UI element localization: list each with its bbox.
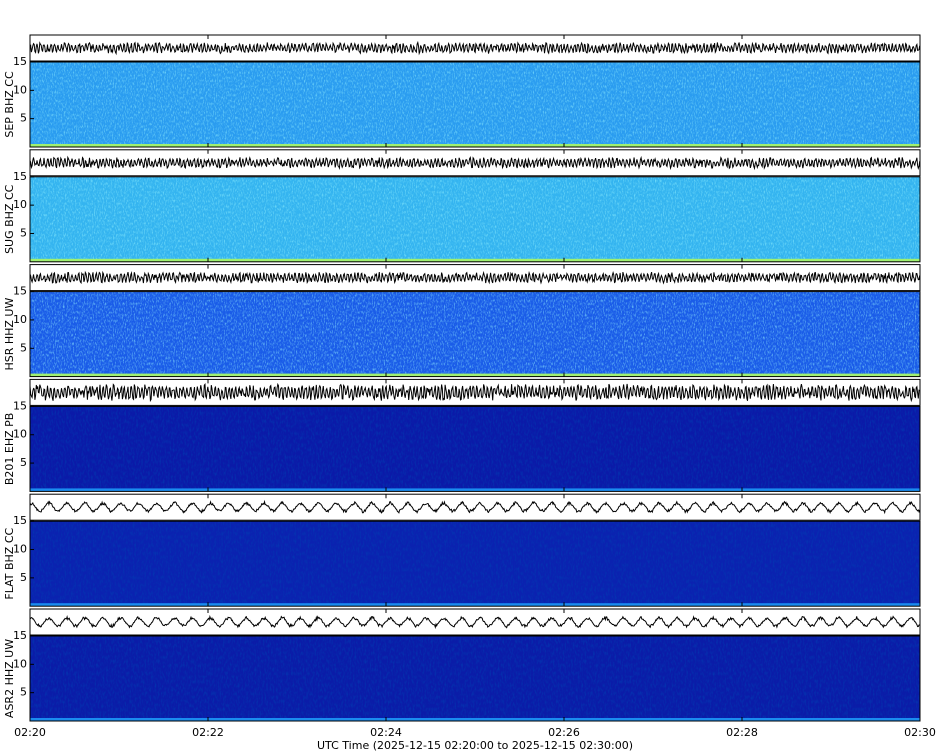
spectrogram-texture bbox=[30, 62, 920, 147]
spectrogram-frame bbox=[29, 291, 921, 378]
y-tick-label: 5 bbox=[20, 571, 27, 584]
waveform bbox=[29, 40, 921, 56]
y-tick-label: 5 bbox=[20, 686, 27, 699]
x-tick-label: 02:24 bbox=[370, 726, 402, 739]
spectrogram-texture bbox=[30, 291, 920, 377]
x-axis-label: UTC Time (2025-12-15 02:20:00 to 2025-12… bbox=[317, 739, 633, 752]
waveform bbox=[29, 614, 920, 630]
y-tick-label: 15 bbox=[13, 629, 27, 642]
spectrogram-texture bbox=[30, 406, 920, 492]
spectrogram-frame bbox=[29, 520, 921, 607]
waveform bbox=[29, 155, 921, 171]
spectrogram-texture bbox=[30, 636, 920, 721]
waveform bbox=[29, 270, 921, 285]
spectrogram-low-band bbox=[30, 258, 920, 262]
y-tick-label: 15 bbox=[13, 285, 27, 298]
station-label: SEP BHZ CC bbox=[3, 71, 16, 138]
y-tick-label: 5 bbox=[20, 456, 27, 469]
y-tick-label: 5 bbox=[20, 341, 27, 354]
y-tick-label: 15 bbox=[13, 399, 27, 412]
spectrogram-frame bbox=[29, 635, 921, 722]
spectrogram-texture bbox=[30, 176, 920, 262]
y-tick-label: 10 bbox=[13, 313, 27, 326]
y-tick-label: 10 bbox=[13, 83, 27, 96]
station-label: B201 EHZ PB bbox=[3, 413, 16, 485]
spectrogram-low-band bbox=[30, 144, 920, 147]
station-label: FLAT BHZ CC bbox=[3, 527, 16, 599]
x-tick-label: 02:26 bbox=[548, 726, 580, 739]
x-tick-label: 02:28 bbox=[726, 726, 758, 739]
spectrogram-frame bbox=[29, 61, 921, 148]
spectrogram-low-band bbox=[30, 373, 920, 377]
waveform bbox=[29, 382, 920, 403]
x-tick-label: 02:30 bbox=[904, 726, 936, 739]
y-tick-label: 5 bbox=[20, 226, 27, 239]
station-label: SUG BHZ CC bbox=[3, 184, 16, 254]
x-tick-label: 02:22 bbox=[192, 726, 224, 739]
x-tick-label: 02:20 bbox=[14, 726, 46, 739]
y-tick-label: 10 bbox=[13, 657, 27, 670]
spectrogram-low-band bbox=[30, 488, 920, 492]
y-tick-label: 10 bbox=[13, 198, 27, 211]
spectrogram-low-band bbox=[30, 603, 920, 607]
y-tick-label: 10 bbox=[13, 428, 27, 441]
waveform-frame bbox=[29, 378, 921, 406]
y-tick-label: 15 bbox=[13, 55, 27, 68]
waveform bbox=[29, 499, 921, 515]
spectrogram-frame bbox=[29, 405, 921, 492]
station-label: ASR2 HHZ UW bbox=[3, 639, 16, 718]
y-tick-label: 15 bbox=[13, 514, 27, 527]
spectrogram-frame bbox=[29, 176, 921, 263]
y-tick-label: 5 bbox=[20, 112, 27, 125]
station-label: HSR HHZ UW bbox=[3, 298, 16, 371]
waveform-frame bbox=[29, 493, 921, 521]
y-tick-label: 10 bbox=[13, 543, 27, 556]
spectrogram-texture bbox=[30, 521, 920, 607]
y-tick-label: 15 bbox=[13, 170, 27, 183]
spectrogram-low-band bbox=[30, 718, 920, 721]
